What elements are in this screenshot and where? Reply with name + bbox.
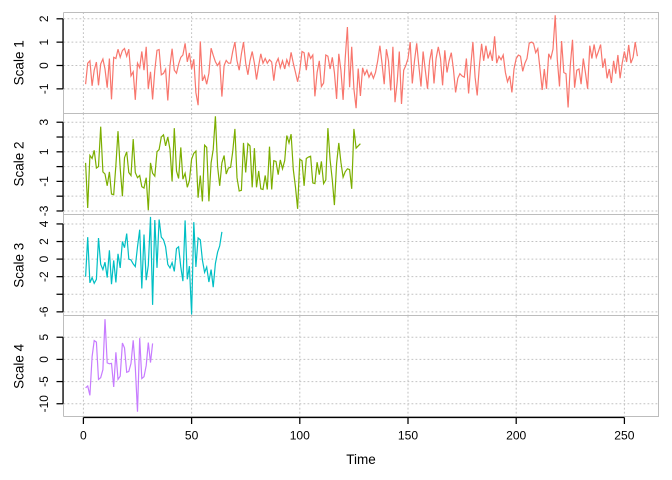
svg-text:2: 2 bbox=[37, 238, 51, 245]
svg-text:1: 1 bbox=[37, 38, 51, 45]
svg-text:Scale 2: Scale 2 bbox=[11, 141, 26, 186]
svg-text:4: 4 bbox=[37, 220, 51, 227]
svg-text:200: 200 bbox=[506, 428, 526, 442]
svg-text:2: 2 bbox=[37, 15, 51, 22]
svg-text:-2: -2 bbox=[37, 271, 51, 282]
svg-text:100: 100 bbox=[290, 428, 310, 442]
svg-text:5: 5 bbox=[37, 334, 51, 341]
svg-text:-1: -1 bbox=[37, 83, 51, 94]
svg-text:50: 50 bbox=[185, 428, 199, 442]
svg-text:-10: -10 bbox=[37, 395, 51, 413]
svg-text:150: 150 bbox=[398, 428, 418, 442]
svg-text:250: 250 bbox=[614, 428, 634, 442]
svg-text:Time: Time bbox=[346, 452, 376, 467]
svg-text:0: 0 bbox=[37, 62, 51, 69]
svg-text:-5: -5 bbox=[37, 376, 51, 387]
svg-text:-6: -6 bbox=[37, 306, 51, 317]
svg-text:0: 0 bbox=[80, 428, 87, 442]
svg-text:-1: -1 bbox=[37, 176, 51, 187]
svg-text:Scale 1: Scale 1 bbox=[11, 40, 26, 85]
svg-text:0: 0 bbox=[37, 356, 51, 363]
svg-text:Scale 4: Scale 4 bbox=[11, 343, 26, 389]
svg-text:-3: -3 bbox=[37, 205, 51, 216]
svg-text:1: 1 bbox=[37, 148, 51, 155]
svg-text:Scale 3: Scale 3 bbox=[11, 243, 26, 288]
svg-text:3: 3 bbox=[37, 119, 51, 126]
svg-text:0: 0 bbox=[37, 255, 51, 262]
